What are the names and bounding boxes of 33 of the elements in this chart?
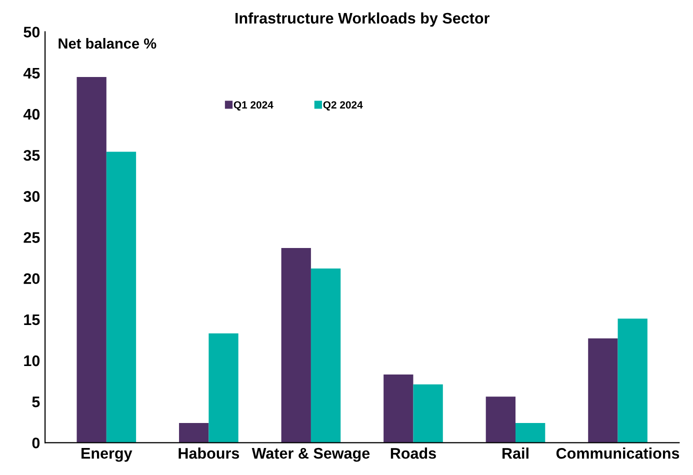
- x-tick-label: Rail: [502, 448, 528, 459]
- y-axis-title: Net balance %: [58, 38, 156, 49]
- y-tick-label: 35: [24, 150, 40, 161]
- bar: [106, 152, 136, 443]
- y-tick-label: 50: [24, 26, 40, 38]
- bar: [208, 333, 238, 443]
- x-tick-label: Water & Sewage: [252, 448, 370, 462]
- bar: [413, 384, 443, 443]
- x-tick-label: Communications: [556, 448, 680, 459]
- bar: [618, 318, 648, 443]
- y-tick-label: 20: [24, 273, 40, 284]
- y-tick-label: 45: [23, 68, 40, 79]
- y-tick-label: 15: [24, 314, 40, 326]
- bar: [76, 77, 106, 443]
- bar: [310, 268, 341, 443]
- bar: [281, 248, 311, 443]
- y-tick-label: 30: [24, 191, 40, 202]
- y-tick-label: 5: [32, 396, 40, 408]
- bar: [588, 338, 618, 443]
- y-tick-label: 25: [24, 232, 40, 243]
- x-tick-label: Roads: [390, 448, 436, 459]
- y-tick-label: 40: [23, 108, 40, 120]
- bar: [486, 396, 516, 443]
- y-tick-label: 10: [24, 355, 40, 366]
- bar: [516, 422, 546, 443]
- chart-title: Infrastructure Workloads by Sector: [235, 12, 490, 27]
- x-tick-label: Energy: [82, 448, 132, 462]
- legend-label: Q1 2024: [234, 101, 274, 111]
- legend-label: Q2 2024: [323, 101, 363, 111]
- y-tick-label: 0: [32, 438, 40, 448]
- x-tick-label: Habours: [178, 448, 240, 459]
- bar: [384, 374, 414, 443]
- bar: [179, 422, 209, 443]
